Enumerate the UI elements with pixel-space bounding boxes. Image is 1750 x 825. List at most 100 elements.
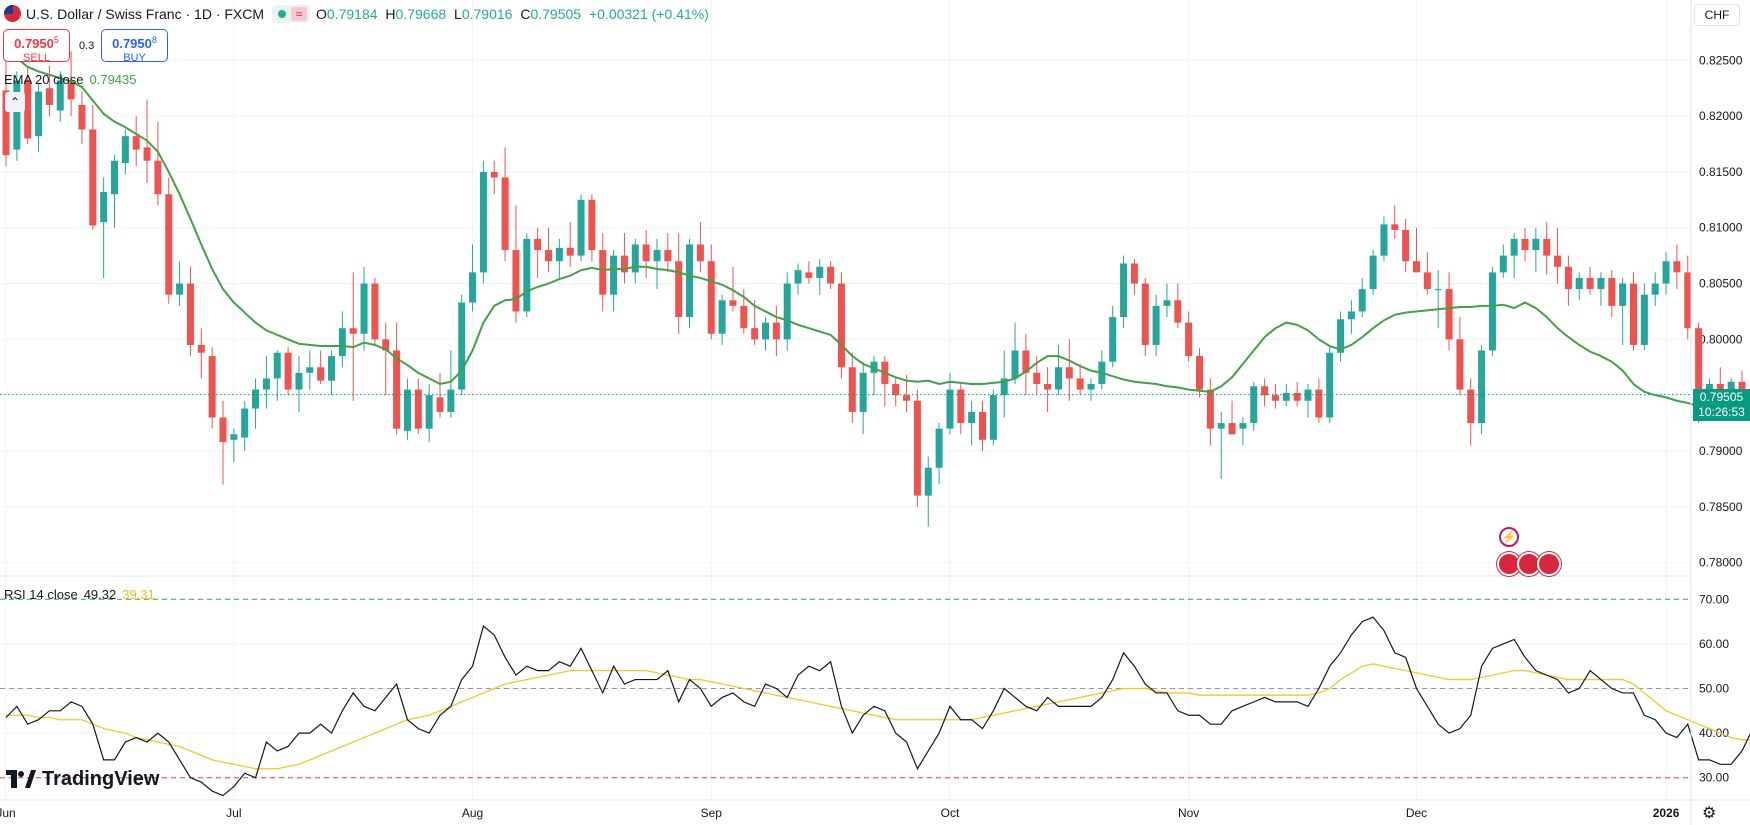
rsi-ma-value: 39.31	[122, 587, 155, 602]
candle-body	[273, 352, 281, 379]
candle-body	[1033, 372, 1041, 384]
spread-value: 0.3	[79, 40, 95, 52]
candle-body	[1044, 384, 1052, 390]
candle-body	[458, 302, 466, 390]
ema-title: EMA 20 close	[4, 72, 84, 87]
candle-body	[794, 270, 802, 284]
rsi-pane	[0, 598, 1750, 797]
candle-body	[599, 250, 607, 295]
last-price-tag: 0.79505 10:26:53	[1693, 389, 1750, 421]
rsi-tick-label: 70.00	[1699, 592, 1729, 606]
candle-body	[208, 356, 216, 418]
candle-body	[1347, 311, 1355, 320]
candle-body	[555, 247, 563, 262]
candle-body	[1662, 261, 1670, 284]
symbol-title[interactable]: U.S. Dollar / Swiss Franc · 1D · FXCM	[26, 6, 265, 22]
economic-event-icon[interactable]	[1537, 552, 1561, 576]
rsi-legend[interactable]: RSI 14 close 49.32 39.31	[4, 587, 155, 602]
candle-body	[642, 244, 650, 262]
candle-body	[1499, 255, 1507, 273]
rsi-line	[5, 616, 1750, 797]
candle-body	[1174, 300, 1182, 323]
candle-body	[783, 283, 791, 340]
candle-body	[1608, 277, 1616, 306]
candle-body	[1109, 317, 1117, 362]
candle-body	[924, 467, 932, 496]
candle-body	[219, 417, 227, 443]
time-tick-label: 2026	[1653, 806, 1680, 820]
economic-event-icon[interactable]	[1497, 552, 1521, 576]
settings-icon[interactable]: ⚙	[1702, 805, 1717, 822]
price-axis[interactable]: 0.82500 0.82000 0.81500 0.81000 0.80500 0.800…	[1699, 53, 1743, 784]
candle-body	[306, 367, 314, 373]
symbol-header: U.S. Dollar / Swiss Franc · 1D · FXCM ≈ …	[0, 4, 713, 24]
candle-body	[1022, 350, 1030, 373]
candle-body	[588, 199, 596, 251]
candle-body	[479, 171, 487, 273]
candle-body	[1488, 272, 1496, 351]
high-value: 0.79668	[395, 6, 447, 22]
candle-body	[696, 244, 704, 262]
rsi-tick-label: 50.00	[1699, 682, 1729, 696]
market-status-chip[interactable]: ≈	[272, 5, 311, 23]
candle-body	[664, 250, 672, 262]
candle-body	[1293, 392, 1301, 401]
rsi-ma-line	[6, 663, 1750, 770]
open-value: 0.79184	[326, 6, 378, 22]
candle-body	[111, 160, 118, 195]
time-tick-label: Jun	[0, 806, 16, 820]
candle-body	[1467, 389, 1475, 424]
candle-body	[89, 129, 97, 226]
candle-body	[1434, 289, 1442, 291]
candle-body	[1250, 386, 1258, 424]
collapse-legend-icon[interactable]: ⌃	[5, 92, 25, 112]
low-value: 0.79016	[461, 6, 513, 22]
candle-body	[1695, 328, 1703, 390]
price-tick-label: 0.81000	[1699, 221, 1743, 235]
rsi-title: RSI 14 close	[4, 587, 78, 602]
candle-body	[545, 250, 552, 262]
candle-body	[35, 91, 43, 137]
candle-body	[729, 300, 737, 306]
time-tick-label: Dec	[1406, 806, 1427, 820]
candle-body	[903, 395, 911, 401]
buy-button[interactable]: 0.79508 BUY	[101, 29, 168, 64]
rsi-tick-label: 30.00	[1699, 771, 1729, 785]
currency-selector[interactable]: CHF	[1694, 4, 1740, 26]
ema-line	[5, 46, 1750, 408]
time-tick-label: Jul	[226, 806, 241, 820]
candle-body	[230, 434, 238, 440]
candle-body	[1054, 367, 1062, 390]
candle-body	[1640, 294, 1648, 345]
buy-label: BUY	[123, 52, 146, 64]
tradingview-logo[interactable]: TradingView	[6, 766, 159, 792]
candle-body	[631, 244, 639, 273]
candle-body	[317, 367, 325, 381]
candle-body	[1380, 224, 1388, 256]
candle-body	[1358, 289, 1366, 312]
time-axis[interactable]: Jun Jul Aug Sep Oct Nov Dec 2026	[0, 806, 1680, 820]
sell-button[interactable]: 0.79505 SELL	[3, 29, 70, 64]
candle-body	[707, 261, 715, 334]
price-tick-label: 0.80000	[1699, 332, 1743, 346]
candle-body	[295, 372, 303, 390]
candle-body	[447, 389, 455, 412]
candle-body	[1185, 322, 1193, 357]
candle-body	[805, 272, 813, 278]
candle-body	[620, 255, 628, 273]
candle-body	[870, 361, 878, 373]
rsi-tick-label: 40.00	[1699, 726, 1729, 740]
candle-body	[24, 80, 32, 139]
candle-body	[610, 255, 618, 295]
candle-body	[78, 104, 86, 130]
candle-body	[45, 88, 53, 105]
wave-icon: ≈	[291, 7, 308, 21]
candle-body	[534, 238, 542, 251]
candle-body	[100, 192, 108, 223]
candle-body	[414, 389, 422, 429]
candle-body	[1228, 423, 1236, 435]
earnings-event-icon[interactable]: ⚡	[1499, 527, 1519, 547]
candle-body	[1402, 229, 1410, 262]
ema-legend[interactable]: EMA 20 close 0.79435	[4, 72, 137, 87]
